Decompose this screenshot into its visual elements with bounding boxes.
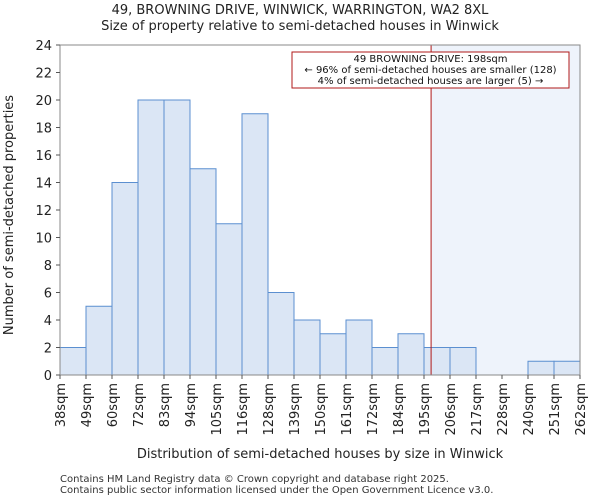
x-tick-label: 251sqm [548,383,563,436]
histogram-bar [241,113,269,376]
x-tick-label: 105sqm [210,383,225,436]
x-tick-label: 240sqm [522,383,537,436]
larger-region-highlight [431,45,580,375]
property-annotation: 49 BROWNING DRIVE: 198sqm ← 96% of semi-… [291,51,570,89]
y-tick-label: 14 [35,177,52,192]
annotation-line-3: 4% of semi-detached houses are larger (5… [318,76,544,87]
y-tick-label: 10 [35,232,52,247]
x-tick-label: 94sqm [184,383,199,427]
y-tick-label: 12 [35,204,52,219]
y-tick-label: 24 [35,39,52,54]
y-tick-label: 6 [44,287,52,302]
histogram-bar [163,99,191,376]
histogram-bar [59,347,87,376]
x-tick-label: 150sqm [314,383,329,436]
x-tick-label: 38sqm [54,383,69,427]
footer-licence: Contains public sector information licen… [60,485,494,496]
x-tick-label: 206sqm [444,383,459,436]
histogram-bar [423,347,451,376]
histogram-bar [449,347,477,376]
histogram-bar [553,360,581,376]
x-tick-label: 161sqm [340,383,355,436]
histogram-bar [345,319,373,376]
chart-title: 49, BROWNING DRIVE, WINWICK, WARRINGTON,… [111,3,489,18]
x-tick-label: 139sqm [288,383,303,436]
x-tick-label: 217sqm [470,383,485,436]
x-tick-label: 172sqm [366,383,381,436]
histogram-bar [111,182,139,376]
footer-copyright: Contains HM Land Registry data © Crown c… [60,474,449,485]
histogram-bar [267,292,295,376]
annotation-box [291,51,570,89]
x-tick-label: 49sqm [80,383,95,427]
y-tick-label: 2 [44,342,52,357]
histogram-bar [397,333,425,376]
y-tick-label: 20 [35,94,52,109]
histogram-bar [137,99,165,376]
histogram-bar [319,333,347,376]
histogram-bar [293,319,321,376]
x-tick-label: 128sqm [262,383,277,436]
x-tick-label: 60sqm [106,383,121,427]
annotation-line-2: ← 96% of semi-detached houses are smalle… [304,65,556,76]
x-axis-label: Distribution of semi-detached houses by … [137,447,504,462]
histogram-bar [85,305,113,376]
x-tick-label: 116sqm [236,383,251,436]
y-tick-label: 18 [35,122,52,137]
y-tick-label: 22 [35,67,52,82]
annotation-line-1: 49 BROWNING DRIVE: 198sqm [354,54,508,65]
x-tick-label: 184sqm [392,383,407,436]
y-tick-label: 4 [44,314,52,329]
x-tick-label: 228sqm [496,383,511,436]
y-tick-label: 16 [35,149,52,164]
histogram-bar [527,360,555,376]
y-tick-label: 0 [44,369,52,384]
chart-subtitle: Size of property relative to semi-detach… [101,19,499,34]
y-tick-label: 8 [44,259,52,274]
histogram-bar [189,168,217,376]
x-tick-label: 83sqm [158,383,173,427]
y-axis-label: Number of semi-detached properties [2,95,17,335]
histogram-bar [371,347,399,376]
x-tick-label: 262sqm [574,383,589,436]
x-tick-label: 195sqm [418,383,433,436]
x-tick-label: 72sqm [132,383,147,427]
histogram-bar [215,223,243,376]
